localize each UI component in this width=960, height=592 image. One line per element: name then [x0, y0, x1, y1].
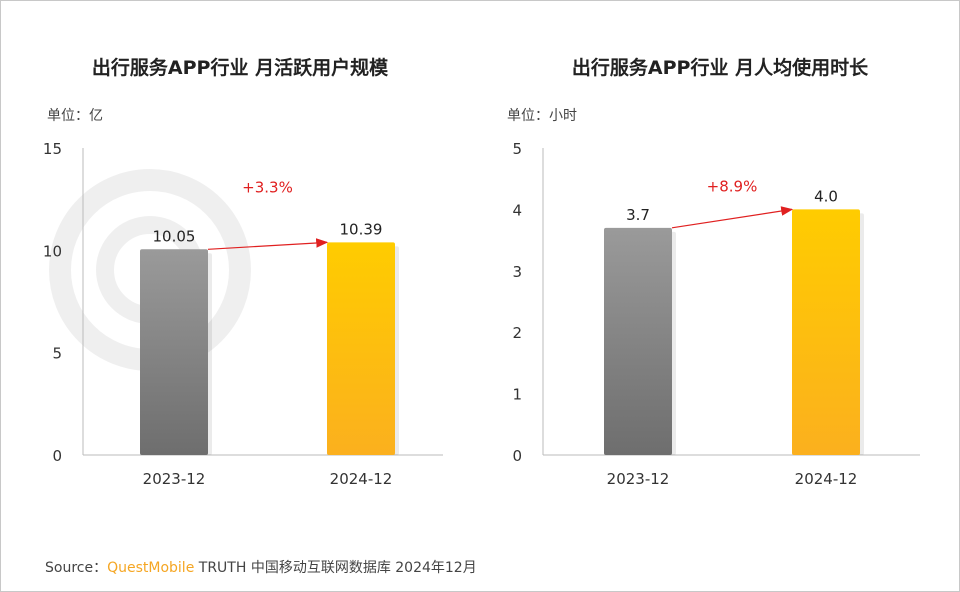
x-tick-label: 2024-12 [795, 470, 858, 488]
source-prefix: Source： [45, 560, 108, 576]
y-tick-label: 5 [512, 140, 522, 158]
y-tick-label: 10 [43, 242, 62, 260]
y-tick-label: 4 [512, 201, 522, 219]
chart-title: 出行服务APP行业 月活跃用户规模 [92, 56, 389, 79]
y-tick-label: 5 [52, 345, 62, 363]
data-label: 3.7 [626, 206, 650, 224]
y-tick-label: 0 [512, 447, 522, 465]
bar-2024-12 [792, 209, 860, 455]
unit-label: 单位：亿 [47, 108, 103, 124]
y-tick-label: 1 [512, 386, 522, 404]
y-tick-label: 2 [512, 324, 522, 342]
y-tick-label: 15 [43, 140, 62, 158]
x-tick-label: 2024-12 [330, 470, 393, 488]
x-tick-label: 2023-12 [607, 470, 670, 488]
source-note: Source：QuestMobile TRUTH 中国移动互联网数据库 2024… [45, 557, 477, 577]
growth-label: +3.3% [242, 178, 293, 196]
growth-label: +8.9% [707, 177, 758, 195]
data-label: 10.05 [153, 227, 196, 245]
y-tick-label: 0 [52, 447, 62, 465]
x-tick-label: 2023-12 [143, 470, 206, 488]
growth-arrow [207, 238, 329, 250]
data-label: 4.0 [814, 187, 838, 205]
bar-2023-12 [604, 227, 672, 455]
data-label: 10.39 [340, 220, 383, 238]
source-text: TRUTH 中国移动互联网数据库 2024年12月 [198, 560, 477, 576]
bar-2023-12 [140, 249, 208, 455]
y-tick-label: 3 [512, 263, 522, 281]
chart-title: 出行服务APP行业 月人均使用时长 [572, 56, 869, 79]
source-brand: QuestMobile [107, 560, 195, 576]
growth-arrow [671, 206, 794, 229]
bar-2024-12 [327, 242, 395, 455]
unit-label: 单位：小时 [507, 108, 577, 124]
